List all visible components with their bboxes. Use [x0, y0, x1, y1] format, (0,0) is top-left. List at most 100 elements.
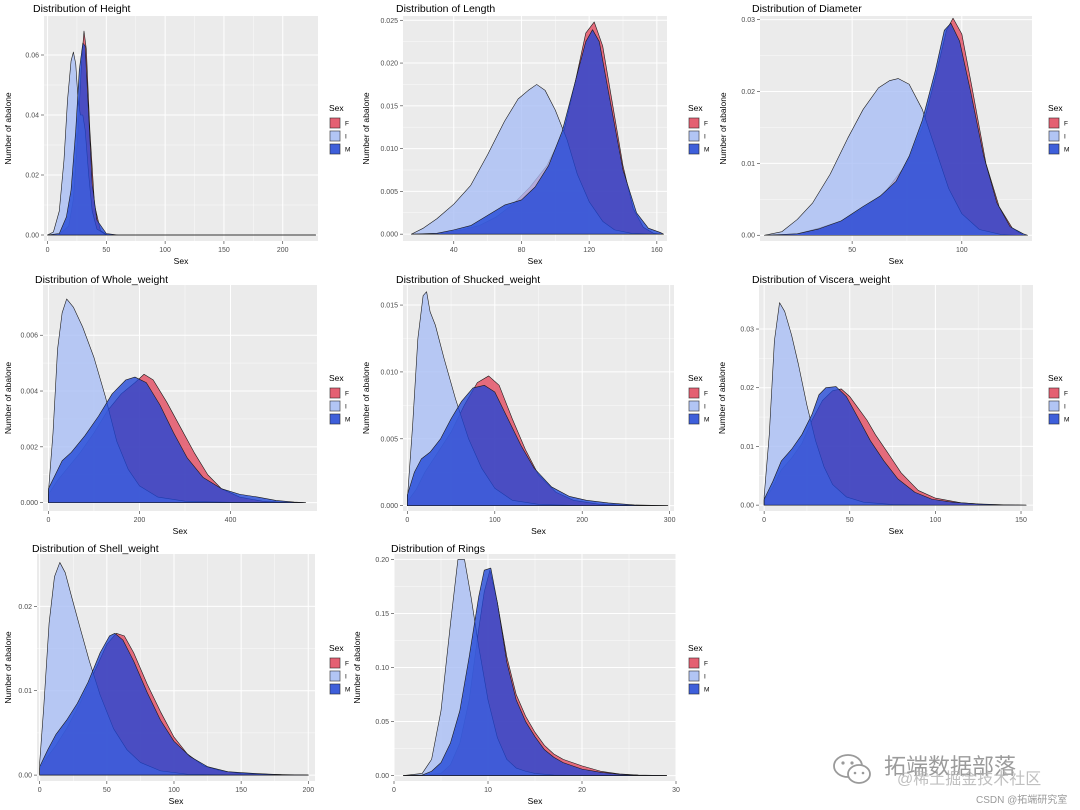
y-tick-label: 0.01 [741, 161, 755, 168]
legend-swatch-m [329, 683, 341, 695]
y-tick-label: 0.02 [18, 604, 32, 611]
legend-swatch-i [688, 130, 700, 142]
y-axis-label: Number of abalone [361, 362, 371, 435]
x-tick-label: 100 [930, 517, 942, 524]
density-area-m [47, 42, 316, 236]
chart-title: Distribution of Shucked_weight [396, 274, 540, 286]
x-axis-label: Sex [169, 796, 184, 806]
legend-swatch-m [329, 143, 341, 155]
legend: Sex FIM [688, 643, 709, 695]
legend-swatch-m [1048, 413, 1060, 425]
x-tick-label: 150 [1015, 517, 1027, 524]
y-tick-label: 0.005 [380, 189, 398, 196]
x-tick-label: 50 [848, 247, 856, 254]
legend-swatch-f [1048, 387, 1060, 399]
legend-title: Sex [1048, 373, 1063, 383]
density-area-m [411, 29, 664, 235]
legend-swatch-f [1048, 117, 1060, 129]
legend-label: M [345, 417, 350, 424]
y-axis-label: Number of abalone [718, 92, 728, 165]
legend-swatch-f [329, 657, 341, 669]
y-tick-label: 0.03 [740, 327, 754, 334]
legend-label: I [345, 674, 347, 681]
y-tick-label: 0.015 [380, 303, 398, 310]
x-axis-label: Sex [528, 256, 543, 266]
chart-2: 40 80 120 160 0.000 0.005 0.010 0.015 0.020 0.025… [361, 3, 709, 266]
density-area-m [39, 633, 309, 776]
x-tick-label: 200 [576, 517, 588, 524]
y-tick-label: 0.00 [375, 773, 389, 780]
legend-label: M [1064, 147, 1069, 154]
density-area-m [763, 386, 1027, 506]
legend-label: I [345, 404, 347, 411]
legend-swatch-f [329, 387, 341, 399]
legend-label: I [704, 674, 706, 681]
y-tick-label: 0.006 [20, 333, 38, 340]
y-tick-label: 0.00 [741, 233, 755, 240]
legend-swatch-m [329, 413, 341, 425]
x-tick-label: 40 [450, 247, 458, 254]
legend-swatch-m [688, 683, 700, 695]
legend: Sex FIM [688, 373, 709, 425]
chart-title: Distribution of Viscera_weight [752, 274, 890, 286]
x-axis-label: Sex [889, 526, 904, 536]
y-tick-label: 0.02 [25, 173, 39, 180]
y-tick-label: 0.005 [380, 436, 398, 443]
legend-label: M [704, 417, 709, 424]
x-tick-label: 100 [489, 517, 501, 524]
legend-label: F [704, 391, 708, 398]
y-tick-label: 0.03 [741, 17, 755, 24]
density-areas [411, 21, 664, 235]
legend-swatch-i [688, 670, 700, 682]
x-tick-label: 0 [392, 787, 396, 794]
legend-label: I [704, 134, 706, 141]
x-tick-label: 0 [38, 787, 42, 794]
y-tick-label: 0.000 [20, 500, 38, 507]
x-tick-label: 0 [405, 517, 409, 524]
legend-swatch-f [688, 117, 700, 129]
x-tick-label: 20 [578, 787, 586, 794]
watermark-brand: 拓端数据部落 [884, 754, 1016, 779]
y-tick-label: 0.02 [741, 89, 755, 96]
panels-layer: 0 50 100 150 2000.000.020.040.06Distribution… [3, 3, 1069, 806]
density-areas [764, 17, 1028, 236]
y-axis-label: Number of abalone [3, 92, 13, 165]
legend-label: F [345, 121, 349, 128]
chart-5: 0 100 200 300 0.000 0.005 0.010 0.015 Distributi… [361, 274, 709, 536]
legend-label: I [345, 134, 347, 141]
x-tick-label: 0 [762, 517, 766, 524]
chart-title: Distribution of Rings [391, 543, 485, 555]
x-tick-label: 150 [218, 247, 230, 254]
legend-label: I [704, 404, 706, 411]
legend-swatch-m [688, 413, 700, 425]
y-tick-label: 0.06 [25, 53, 39, 60]
density-area-m [407, 385, 669, 506]
y-tick-label: 0.05 [375, 719, 389, 726]
watermark-community: @稀土掘金技术社区 [897, 770, 1041, 788]
y-tick-label: 0.015 [380, 103, 398, 110]
x-axis-label: Sex [174, 256, 189, 266]
legend-label: M [704, 147, 709, 154]
legend-label: F [1064, 121, 1068, 128]
y-tick-label: 0.10 [375, 665, 389, 672]
density-area-m [403, 567, 667, 776]
legend-title: Sex [688, 643, 703, 653]
legend-swatch-i [1048, 130, 1060, 142]
x-tick-label: 30 [672, 787, 680, 794]
legend-swatch-i [329, 400, 341, 412]
legend-swatch-f [688, 657, 700, 669]
legend-title: Sex [688, 103, 703, 113]
legend-title: Sex [329, 103, 344, 113]
x-axis-label: Sex [889, 256, 904, 266]
y-tick-label: 0.004 [20, 389, 38, 396]
density-areas [763, 302, 1027, 506]
chart-6: 0 50 100 150 0.00 0.01 0.02 0.03 Distribution of… [717, 274, 1069, 536]
legend-label: F [345, 661, 349, 668]
y-tick-label: 0.000 [380, 503, 398, 510]
x-tick-label: 50 [103, 787, 111, 794]
chart-title: Distribution of Diameter [752, 3, 862, 15]
legend: Sex FIM [688, 103, 709, 155]
legend-swatch-m [688, 143, 700, 155]
y-axis-label: Number of abalone [352, 631, 362, 704]
